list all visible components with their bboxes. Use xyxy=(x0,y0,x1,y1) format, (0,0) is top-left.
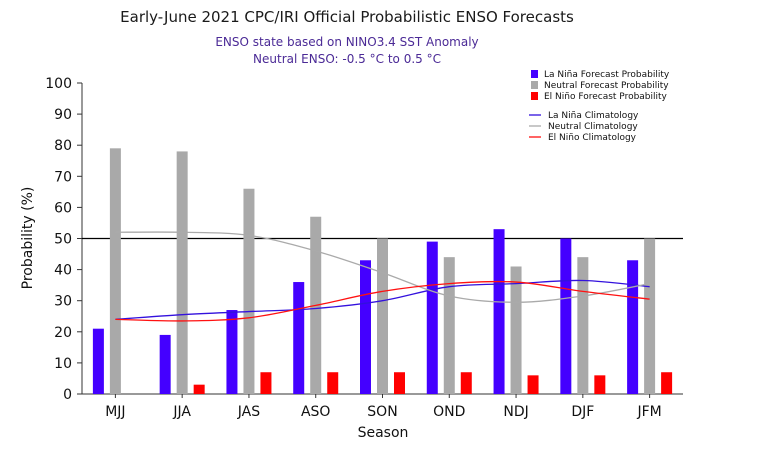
legend-label: La Niña Forecast Probability xyxy=(544,70,670,80)
y-tick-label: 70 xyxy=(54,169,72,185)
y-tick-label: 10 xyxy=(54,356,72,372)
bar-el-nino xyxy=(193,384,205,394)
x-tick-label: OND xyxy=(433,404,465,420)
y-tick-label: 40 xyxy=(54,263,72,279)
bar-la-nina xyxy=(426,241,438,394)
y-tick-label: 60 xyxy=(54,200,72,216)
y-tick-label: 50 xyxy=(54,232,72,248)
bar-neutral xyxy=(577,257,589,394)
legend-swatch xyxy=(531,81,538,89)
bar-el-nino xyxy=(460,372,472,394)
line-neutral-climatology xyxy=(115,231,650,303)
x-tick-label: JFM xyxy=(636,404,661,420)
y-tick-label: 30 xyxy=(54,294,72,310)
bar-neutral xyxy=(644,238,656,394)
bar-neutral xyxy=(510,266,522,394)
bar-la-nina xyxy=(293,282,305,394)
x-tick-label: SON xyxy=(367,404,397,420)
bar-la-nina xyxy=(627,260,639,394)
x-tick-label: ASO xyxy=(301,404,330,420)
chart-title: Early-June 2021 CPC/IRI Official Probabi… xyxy=(120,8,574,26)
bar-la-nina xyxy=(360,260,371,394)
y-tick-label: 20 xyxy=(54,325,72,341)
bar-neutral xyxy=(377,238,388,394)
bar-neutral xyxy=(243,188,255,394)
bar-neutral xyxy=(109,148,121,394)
plot-area: 0 10 20 30 40 50 60 70 80 90 100 MJJ JJA JAS ASO SON OND… xyxy=(45,76,683,420)
x-tick-label: DJF xyxy=(571,404,594,420)
bar-el-nino xyxy=(327,372,339,394)
x-tick-label: JAS xyxy=(237,404,260,420)
legend-label: El Niño Climatology xyxy=(548,133,637,143)
y-tick-label: 80 xyxy=(54,138,72,154)
bar-la-nina xyxy=(159,334,171,394)
x-tick-label: NDJ xyxy=(503,404,528,420)
x-tick-label: JJA xyxy=(172,404,191,420)
bar-la-nina xyxy=(92,328,104,394)
bar-neutral xyxy=(443,257,455,394)
legend-swatch xyxy=(531,92,538,100)
bar-neutral xyxy=(176,151,188,394)
y-tick-label: 0 xyxy=(63,387,72,403)
bar-el-nino xyxy=(661,372,673,394)
bar-el-nino xyxy=(260,372,272,394)
y-tick-label: 90 xyxy=(54,107,72,123)
x-tick-label: MJJ xyxy=(105,404,125,420)
line-el-nino-climatology xyxy=(115,280,650,322)
bar-la-nina xyxy=(493,229,505,394)
y-axis-title: Probability (%) xyxy=(20,187,36,290)
bar-la-nina xyxy=(560,238,572,394)
legend-swatch xyxy=(531,70,538,78)
x-axis-title: Season xyxy=(358,425,409,441)
chart-subtitle-line-2: Neutral ENSO: -0.5 °C to 0.5 °C xyxy=(253,52,441,66)
legend-label: El Niño Forecast Probability xyxy=(544,92,668,102)
bar-el-nino xyxy=(594,375,606,394)
y-tick-label: 100 xyxy=(45,76,72,92)
line-la-nina-climatology xyxy=(115,279,650,321)
legend-label: Neutral Forecast Probability xyxy=(544,81,669,91)
bar-el-nino xyxy=(527,375,539,394)
legend-label: Neutral Climatology xyxy=(548,122,638,132)
chart-subtitle-line-1: ENSO state based on NINO3.4 SST Anomaly xyxy=(215,35,478,49)
legend-label: La Niña Climatology xyxy=(548,111,639,121)
bar-el-nino xyxy=(394,372,405,394)
bar-la-nina xyxy=(226,310,238,394)
